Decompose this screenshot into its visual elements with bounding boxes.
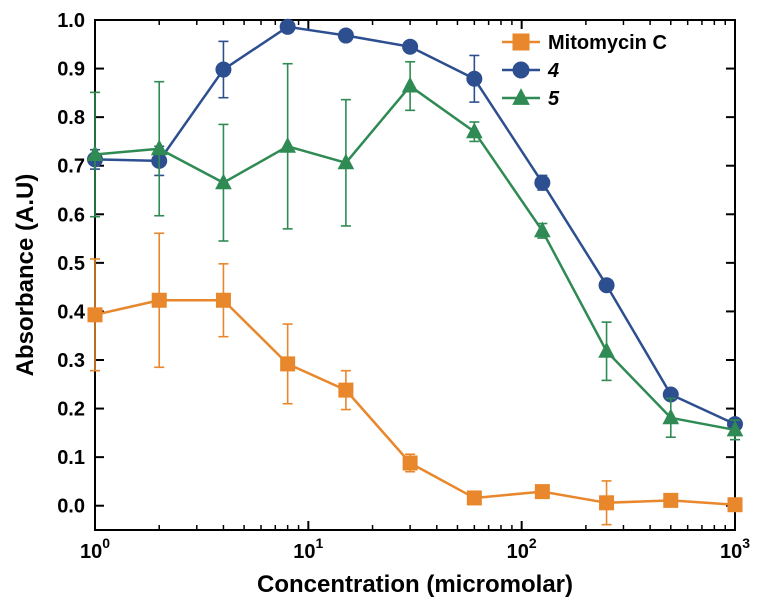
svg-text:0.0: 0.0: [57, 496, 85, 518]
svg-text:Mitomycin C: Mitomycin C: [548, 32, 667, 54]
svg-text:0.8: 0.8: [57, 107, 85, 129]
svg-text:0.3: 0.3: [57, 350, 85, 372]
svg-text:0.9: 0.9: [57, 59, 85, 81]
svg-text:5: 5: [548, 88, 560, 110]
x-axis-label: Concentration (micromolar): [257, 571, 573, 598]
svg-text:0.2: 0.2: [57, 399, 85, 421]
svg-text:4: 4: [547, 60, 559, 82]
svg-text:0.1: 0.1: [57, 447, 85, 469]
svg-text:1.0: 1.0: [57, 10, 85, 32]
absorbance-chart: 1001011021030.00.10.20.30.40.50.60.70.80…: [0, 0, 760, 615]
chart-container: 1001011021030.00.10.20.30.40.50.60.70.80…: [0, 0, 760, 615]
svg-text:0.5: 0.5: [57, 253, 85, 275]
svg-text:0.4: 0.4: [57, 301, 86, 323]
svg-text:0.7: 0.7: [57, 156, 85, 178]
y-axis-label: Absorbance (A.U): [12, 174, 39, 377]
svg-text:0.6: 0.6: [57, 204, 85, 226]
